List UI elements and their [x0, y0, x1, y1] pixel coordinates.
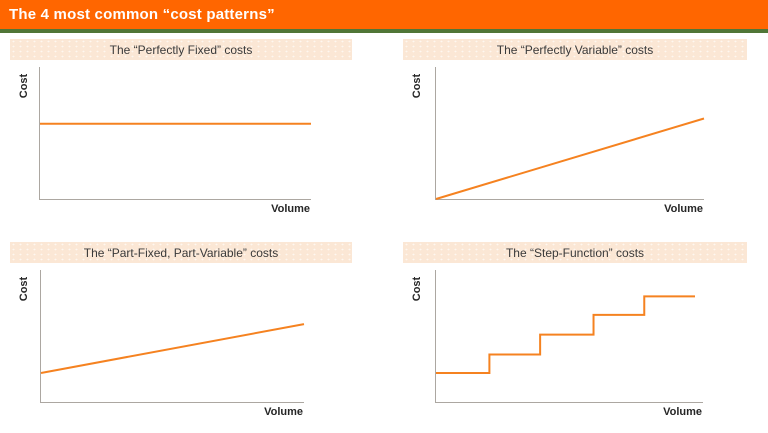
y-axis-label: Cost — [411, 73, 423, 99]
x-axis-label: Volume — [271, 203, 310, 215]
chart-title: The “Perfectly Fixed” costs — [109, 42, 253, 57]
x-axis-label: Volume — [264, 406, 303, 418]
x-axis-label: Volume — [663, 406, 702, 418]
y-axis-label: Cost — [18, 73, 30, 99]
chart-title: The “Part-Fixed, Part-Variable” costs — [83, 245, 279, 260]
chart-panel-part-fixed-part-variable: The “Part-Fixed, Part-Variable” costs Co… — [10, 242, 352, 427]
chart-title-band: The “Perfectly Variable” costs — [403, 39, 747, 60]
cost-line-chart — [436, 67, 704, 199]
title-accent-strip — [0, 29, 768, 33]
y-axis-label: Cost — [411, 276, 423, 302]
cost-step-chart — [436, 270, 703, 402]
plot-area — [40, 270, 304, 403]
x-axis-label: Volume — [664, 203, 703, 215]
chart-title-band: The “Perfectly Fixed” costs — [10, 39, 352, 60]
chart-panel-step-function: The “Step-Function” costs Cost Volume — [403, 242, 747, 427]
chart-title-band: The “Step-Function” costs — [403, 242, 747, 263]
plot-area — [39, 67, 311, 200]
chart-panel-perfectly-fixed: The “Perfectly Fixed” costs Cost Volume — [10, 39, 352, 224]
slide-title-bar: The 4 most common “cost patterns” — [0, 0, 768, 29]
chart-title: The “Perfectly Variable” costs — [496, 42, 654, 57]
plot-area — [435, 270, 703, 403]
cost-line-chart — [41, 270, 304, 402]
chart-title: The “Step-Function” costs — [505, 245, 645, 260]
chart-panel-perfectly-variable: The “Perfectly Variable” costs Cost Volu… — [403, 39, 747, 224]
y-axis-label: Cost — [18, 276, 30, 302]
plot-area — [435, 67, 704, 200]
cost-line-chart — [40, 67, 311, 199]
chart-title-band: The “Part-Fixed, Part-Variable” costs — [10, 242, 352, 263]
slide-title: The 4 most common “cost patterns” — [9, 6, 275, 23]
